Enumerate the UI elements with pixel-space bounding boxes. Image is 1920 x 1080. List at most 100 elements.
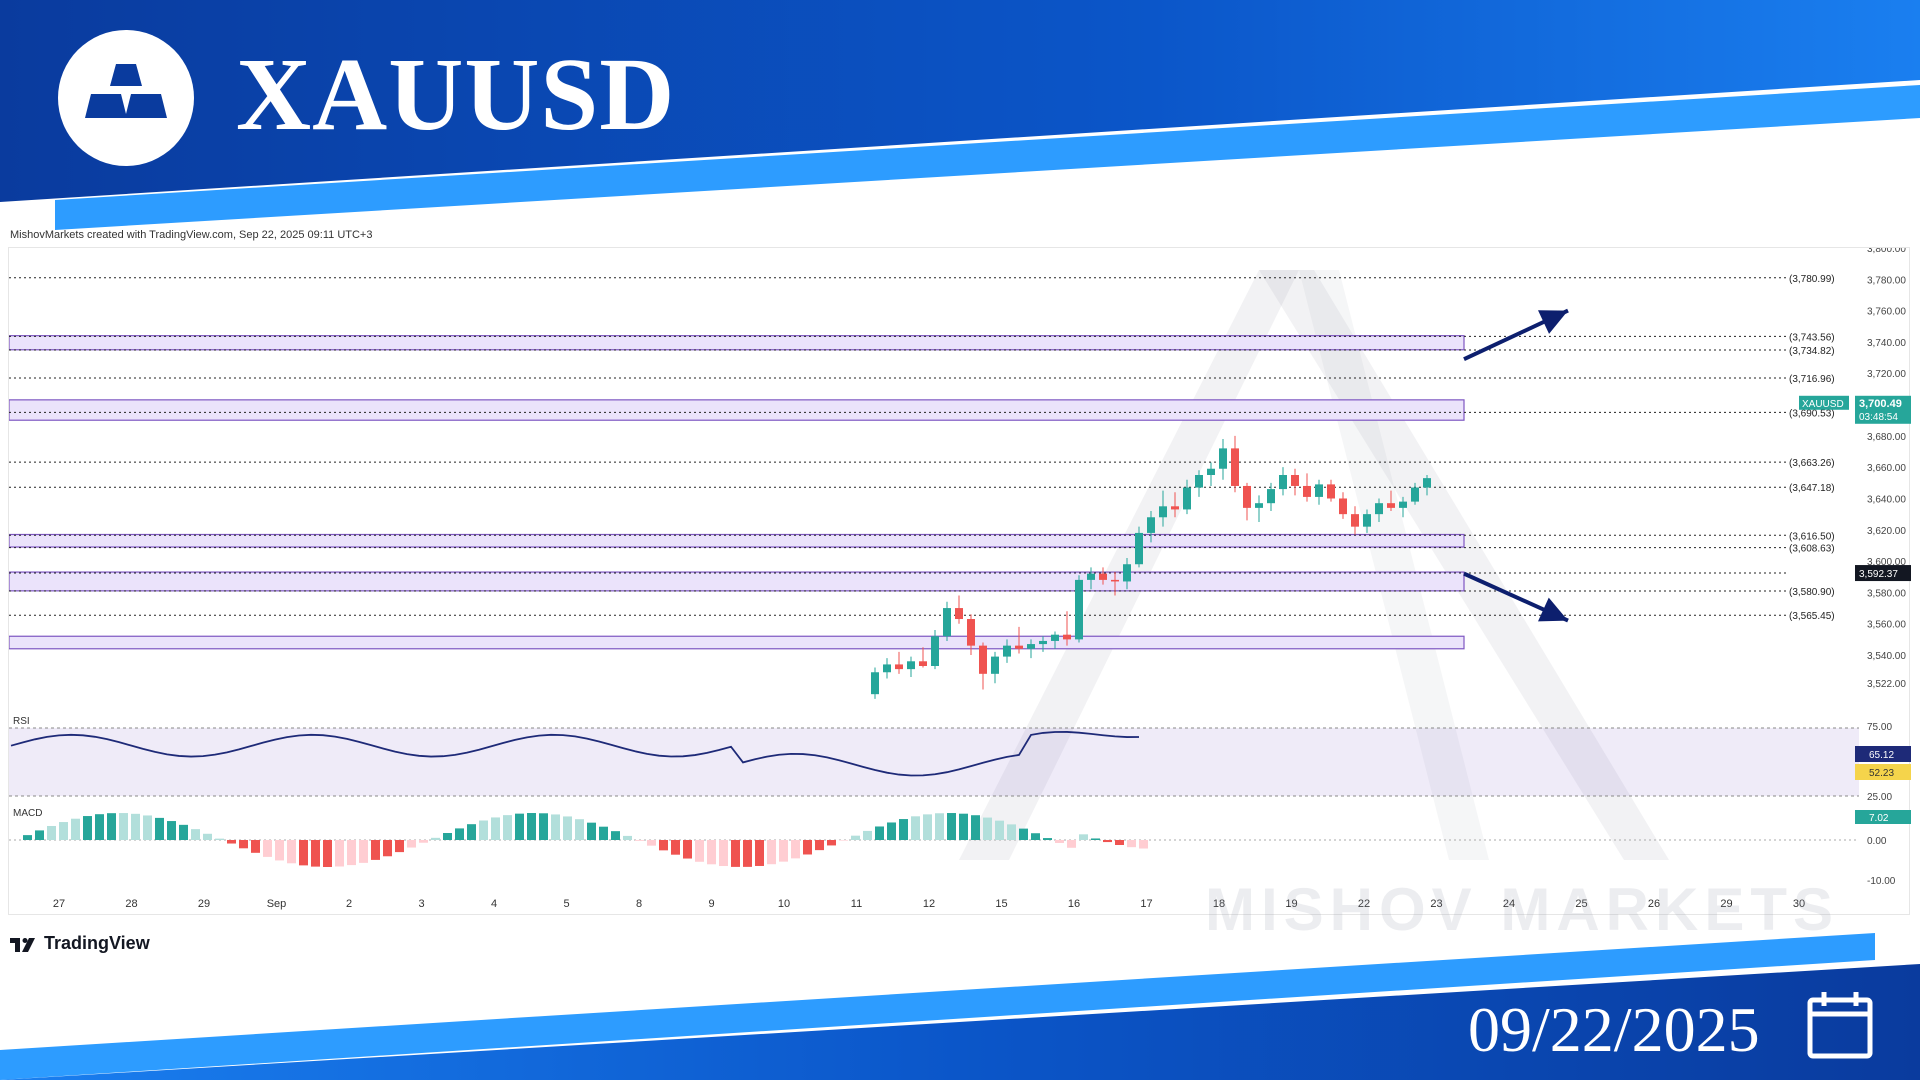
candle-body (871, 672, 879, 695)
macd-bar (551, 814, 560, 840)
candle-body (1099, 573, 1107, 580)
top-banner (0, 0, 1920, 202)
rsi-signal-label: 52.23 (1869, 768, 1894, 779)
x-tick-label: 15 (995, 898, 1007, 910)
macd-bar (755, 840, 764, 866)
x-tick-label: 23 (1430, 898, 1442, 910)
macd-bar (407, 840, 416, 848)
candle-body (1279, 475, 1287, 490)
bottom-accent-stripe (0, 933, 1875, 1080)
macd-bar (335, 840, 344, 867)
candle-body (1327, 484, 1335, 499)
x-tick-label: 27 (53, 898, 65, 910)
macd-bar (635, 840, 644, 841)
macd-bar (539, 813, 548, 840)
macd-bar (1139, 840, 1148, 849)
candle-body (1087, 573, 1095, 580)
x-tick-label: 24 (1503, 898, 1515, 910)
macd-bar (803, 840, 812, 855)
candle-body (1303, 485, 1311, 497)
price-chart[interactable]: (3,780.99) (3,743.56) (3,734.82) (3,716.96)… (9, 248, 1911, 916)
macd-bar (695, 840, 704, 862)
macd-bar (143, 815, 152, 840)
candle-body (943, 608, 951, 637)
x-tick-label: 16 (1068, 898, 1080, 910)
candle-body (907, 661, 915, 670)
x-tick-label: 3 (418, 898, 424, 910)
macd-value-tag (1855, 810, 1911, 824)
symbol-tag-label: XAUUSD (1802, 399, 1844, 410)
level-label: (3,743.56) (1789, 332, 1835, 343)
macd-bar (1079, 834, 1088, 840)
macd-bar (263, 840, 272, 857)
chart-area[interactable]: (3,780.99) (3,743.56) (3,734.82) (3,716.96)… (8, 247, 1911, 916)
rsi-line (10, 731, 1140, 777)
candle-body (1195, 475, 1203, 488)
candle-body (1291, 475, 1299, 486)
gold-bars-icon (85, 64, 167, 118)
macd-bar (179, 824, 188, 840)
rsi-label: RSI (13, 716, 30, 727)
last-price-tag (1855, 395, 1911, 424)
x-tick-label: 12 (923, 898, 935, 910)
macd-bar (299, 840, 308, 866)
macd-bar (227, 840, 236, 844)
candle-body (1387, 503, 1395, 508)
rsi-signal-tag (1855, 764, 1911, 780)
macd-bar (71, 818, 80, 840)
candle-body (931, 636, 939, 666)
x-tick-label: 2 (346, 898, 352, 910)
macd-tick-label: 0.00 (1867, 836, 1887, 847)
candle-body (1003, 645, 1011, 657)
symbol-tag (1799, 395, 1849, 410)
macd-bar (599, 826, 608, 840)
macd-bar (167, 821, 176, 840)
macd-bar (947, 813, 956, 840)
level-label: (3,580.90) (1789, 587, 1835, 598)
candle-body (1051, 634, 1059, 641)
macd-bar (719, 840, 728, 867)
macd-bar (455, 828, 464, 840)
macd-bar (203, 833, 212, 840)
x-tick-label: 29 (1720, 898, 1732, 910)
level-label: (3,734.82) (1789, 346, 1835, 357)
last-price-label: 3,700.49 (1859, 398, 1902, 410)
macd-bar (923, 814, 932, 840)
macd-bar (275, 840, 284, 861)
macd-bar (503, 815, 512, 840)
macd-bar (215, 838, 224, 840)
tradingview-icon (10, 937, 35, 952)
macd-bar (83, 816, 92, 840)
macd-bar (467, 824, 476, 840)
candle-body (1411, 487, 1419, 502)
macd-bar (791, 840, 800, 859)
macd-bar (1055, 840, 1064, 843)
macd-bar (935, 813, 944, 840)
chart-credit: MishovMarkets created with TradingView.c… (10, 229, 373, 241)
level-label: (3,608.63) (1789, 544, 1835, 555)
macd-bar (491, 817, 500, 840)
price-tick-label: 3,522.00 (1867, 679, 1906, 690)
rsi-level-label: 75.00 (1867, 722, 1892, 733)
macd-tick-label: -10.00 (1867, 876, 1896, 887)
x-tick-label: 30 (1793, 898, 1805, 910)
macd-bar (395, 840, 404, 853)
macd-bar (839, 840, 848, 841)
rsi-level-label: 25.00 (1867, 792, 1892, 803)
macd-bar (347, 840, 356, 866)
countdown-label: 03:48:54 (1859, 412, 1898, 423)
macd-bar (959, 813, 968, 840)
macd-label: MACD (13, 808, 42, 819)
x-tick-label: Sep (267, 898, 287, 910)
macd-bar (119, 813, 128, 840)
x-tick-label: 9 (708, 898, 714, 910)
macd-bar (767, 840, 776, 865)
trend-arrowhead (1538, 597, 1568, 622)
candle-body (1015, 645, 1023, 649)
macd-bar (479, 820, 488, 840)
price-zone (9, 399, 1465, 421)
macd-bar (1091, 838, 1100, 840)
macd-bar (383, 840, 392, 857)
candle-body (991, 656, 999, 674)
candle-body (1339, 498, 1347, 515)
